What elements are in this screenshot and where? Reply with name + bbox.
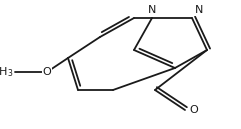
Text: O: O: [43, 67, 51, 77]
Text: O: O: [189, 105, 198, 115]
Text: CH$_3$: CH$_3$: [0, 65, 13, 79]
Text: N: N: [148, 5, 156, 15]
Text: N: N: [195, 5, 203, 15]
